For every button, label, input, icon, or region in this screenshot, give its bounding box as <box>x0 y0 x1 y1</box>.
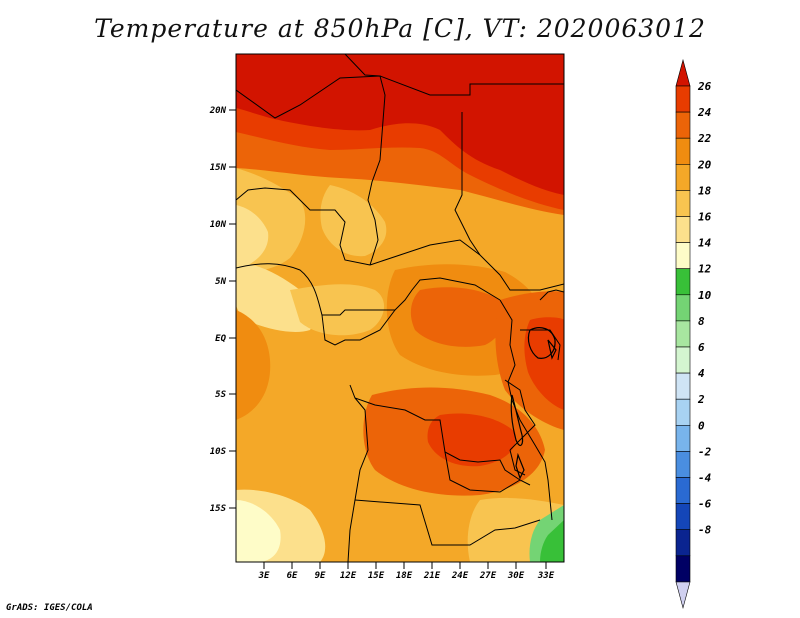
lat-label: 5N <box>215 277 226 287</box>
colorbar-swatch <box>675 137 691 165</box>
colorbar-swatch <box>675 477 691 504</box>
colorbar-label: 20 <box>697 158 712 171</box>
lon-label: 12E <box>340 571 357 581</box>
lake-outlines <box>510 327 557 480</box>
lon-label: 33E <box>537 571 555 581</box>
lat-label: EQ <box>215 334 226 344</box>
colorbar-swatch <box>675 164 691 191</box>
colorbar-swatch <box>675 555 691 583</box>
colorbar-label: 14 <box>698 237 712 250</box>
colorbar-label: 10 <box>698 289 712 302</box>
lon-label: 21E <box>423 571 441 581</box>
lon-label: 3E <box>258 571 270 581</box>
lon-label: 15E <box>368 571 385 581</box>
colorbar-label: 0 <box>698 419 705 432</box>
lat-label: 15S <box>210 504 227 514</box>
colorbar-label: 24 <box>697 106 712 119</box>
lat-label: 5S <box>215 390 226 400</box>
colorbar-label: 16 <box>698 211 712 224</box>
colorbar-label: -8 <box>698 524 712 537</box>
colorbar-top-arrow <box>675 58 691 87</box>
colorbar-swatch <box>675 424 691 452</box>
colorbar-swatch <box>675 398 691 426</box>
colorbar-swatch <box>675 529 691 557</box>
colorbar-label: 18 <box>698 184 712 197</box>
colorbar-swatch <box>675 111 691 139</box>
colorbar-swatch <box>675 216 691 243</box>
lat-label: 15N <box>210 163 227 173</box>
lat-label: 10S <box>210 447 227 457</box>
colorbar-swatch <box>675 320 691 348</box>
colorbar-swatch <box>675 451 691 478</box>
colorbar-label: 22 <box>697 132 712 145</box>
lon-label: 27E <box>479 571 497 581</box>
colorbar-swatch <box>675 268 691 296</box>
colorbar-swatch <box>675 346 691 374</box>
lon-label: 9E <box>315 571 326 581</box>
colorbar-label: -4 <box>698 472 712 485</box>
lon-label: 24E <box>451 571 469 581</box>
lat-label: 10N <box>210 220 227 230</box>
colorbar-label: 12 <box>698 263 712 276</box>
colorbar-swatch <box>675 372 691 400</box>
lon-label: 30E <box>507 571 525 581</box>
colorbar-label: -2 <box>698 445 712 458</box>
grads-credit: GrADS: IGES/COLA <box>6 603 93 613</box>
colorbar-label: 6 <box>698 341 705 354</box>
temperature-field <box>236 54 564 562</box>
colorbar-label: 8 <box>698 315 705 328</box>
colorbar-label: 26 <box>697 80 712 93</box>
lon-label: 6E <box>287 571 298 581</box>
longitude-axis: 3E 6E 9E 12E 15E 18E 21E 24E 27E 30E 33E <box>258 562 555 581</box>
colorbar-label: 4 <box>698 367 705 380</box>
colorbar-swatch <box>675 294 691 322</box>
lat-label: 20N <box>209 106 227 116</box>
lon-label: 18E <box>396 571 413 581</box>
colorbar-swatch <box>675 503 691 531</box>
colorbar-label: 2 <box>697 393 705 406</box>
latitude-axis: 20N 15N 10N 5N EQ 5S 10S 15S <box>209 106 236 514</box>
colorbar-swatch <box>675 85 691 113</box>
map-title: Temperature at 850hPa [C], VT: 202006301… <box>94 14 706 43</box>
colorbar-bottom-arrow <box>675 581 691 610</box>
colorbar-swatch <box>675 242 691 270</box>
map-frame <box>235 53 565 563</box>
colorbar-label: -6 <box>698 498 712 511</box>
colorbar-swatch <box>675 190 691 217</box>
